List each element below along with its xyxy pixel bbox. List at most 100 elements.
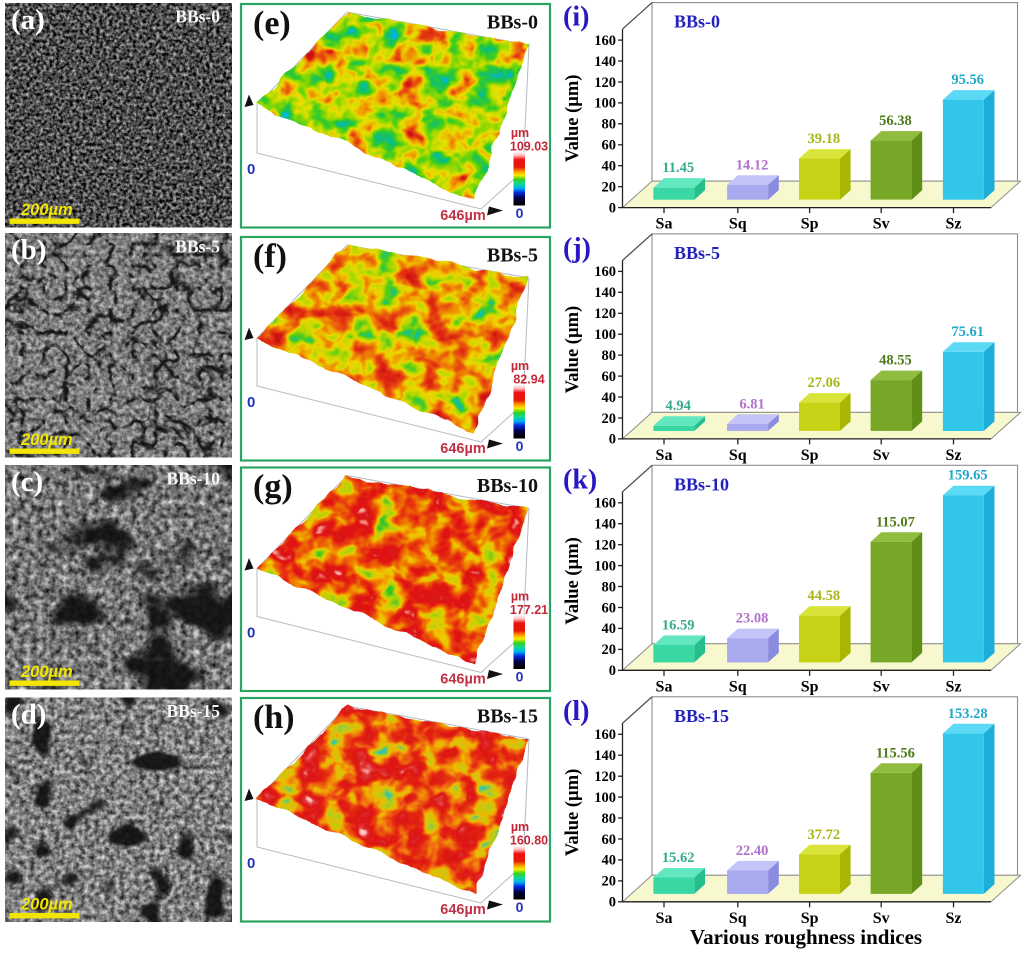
svg-text:0: 0: [247, 394, 255, 411]
svg-text:160: 160: [594, 727, 616, 743]
svg-text:16.59: 16.59: [662, 617, 695, 633]
svg-text:160: 160: [594, 496, 616, 512]
svg-text:BBs-10: BBs-10: [477, 475, 538, 497]
svg-text:40: 40: [602, 390, 617, 406]
svg-text:Sp: Sp: [801, 447, 819, 464]
svg-text:140: 140: [594, 285, 616, 301]
svg-text:Sa: Sa: [656, 678, 673, 695]
svg-text:BBs-10: BBs-10: [674, 474, 729, 494]
svg-text:Sq: Sq: [729, 216, 747, 233]
svg-text:115.56: 115.56: [876, 745, 915, 761]
svg-text:37.72: 37.72: [807, 827, 840, 843]
svg-text:646µm: 646µm: [440, 672, 485, 688]
svg-text:Sp: Sp: [801, 216, 819, 233]
svg-text:20: 20: [602, 642, 617, 658]
svg-text:Sv: Sv: [873, 447, 890, 464]
svg-text:(g): (g): [253, 469, 293, 506]
svg-text:Sz: Sz: [946, 678, 962, 695]
svg-text:109.03: 109.03: [510, 140, 548, 154]
svg-text:56.38: 56.38: [879, 113, 912, 129]
svg-text:0: 0: [609, 663, 616, 679]
svg-text:80: 80: [602, 811, 617, 827]
svg-text:Value (µm): Value (µm): [563, 769, 583, 857]
svg-text:BBs-15: BBs-15: [477, 706, 538, 728]
svg-text:95.56: 95.56: [951, 72, 984, 88]
svg-text:80: 80: [602, 579, 617, 595]
svg-text:160: 160: [594, 264, 616, 280]
svg-text:(l): (l): [563, 696, 589, 727]
svg-text:µm: µm: [511, 820, 529, 834]
svg-text:200µm: 200µm: [20, 663, 73, 681]
svg-text:Sz: Sz: [946, 910, 962, 927]
svg-text:0: 0: [247, 161, 255, 178]
svg-text:40: 40: [602, 621, 617, 637]
svg-text:(d): (d): [11, 699, 46, 731]
svg-text:160.80: 160.80: [510, 834, 548, 848]
svg-text:0: 0: [247, 855, 255, 872]
svg-text:BBs-5: BBs-5: [175, 237, 220, 257]
svg-text:120: 120: [594, 75, 616, 91]
svg-text:BBs-15: BBs-15: [167, 701, 221, 721]
svg-text:Sp: Sp: [801, 910, 819, 927]
svg-text:BBs-10: BBs-10: [167, 469, 221, 489]
svg-text:27.06: 27.06: [807, 375, 840, 391]
svg-text:(j): (j): [563, 233, 591, 264]
svg-text:BBs-0: BBs-0: [674, 12, 720, 32]
svg-text:177.21: 177.21: [510, 603, 548, 617]
svg-text:200µm: 200µm: [20, 896, 73, 914]
svg-text:646µm: 646µm: [440, 208, 485, 224]
svg-text:115.07: 115.07: [876, 514, 915, 530]
svg-text:Sv: Sv: [873, 216, 890, 233]
svg-text:BBs-5: BBs-5: [487, 245, 538, 267]
svg-text:120: 120: [594, 769, 616, 785]
svg-text:39.18: 39.18: [807, 131, 840, 147]
svg-text:14.12: 14.12: [736, 157, 769, 173]
svg-text:44.58: 44.58: [807, 588, 840, 604]
svg-text:20: 20: [602, 180, 617, 196]
svg-text:µm: µm: [511, 359, 529, 373]
svg-text:60: 60: [602, 600, 617, 616]
svg-text:82.94: 82.94: [513, 373, 544, 387]
svg-text:100: 100: [594, 96, 616, 112]
svg-text:646µm: 646µm: [440, 441, 485, 457]
svg-text:100: 100: [594, 327, 616, 343]
svg-text:60: 60: [602, 369, 617, 385]
svg-text:(k): (k): [563, 464, 597, 495]
svg-text:75.61: 75.61: [951, 324, 984, 340]
svg-text:µm: µm: [511, 126, 529, 140]
svg-text:Sa: Sa: [656, 447, 673, 464]
svg-text:159.65: 159.65: [948, 468, 988, 484]
svg-text:Value (µm): Value (µm): [563, 537, 583, 625]
svg-text:6.81: 6.81: [739, 396, 764, 412]
svg-text:60: 60: [602, 138, 617, 154]
svg-text:0: 0: [516, 899, 524, 915]
svg-text:20: 20: [602, 874, 617, 890]
svg-text:0: 0: [247, 625, 255, 642]
svg-text:20: 20: [602, 411, 617, 427]
svg-text:200µm: 200µm: [20, 201, 73, 219]
svg-text:646µm: 646µm: [440, 902, 485, 918]
svg-text:0: 0: [516, 438, 524, 454]
svg-text:BBs-0: BBs-0: [175, 7, 220, 27]
svg-text:(c): (c): [11, 466, 43, 498]
svg-text:Value (µm): Value (µm): [563, 75, 583, 163]
svg-text:(a): (a): [11, 4, 45, 36]
svg-text:100: 100: [594, 790, 616, 806]
svg-text:40: 40: [602, 159, 617, 175]
svg-text:160: 160: [594, 33, 616, 49]
svg-text:23.08: 23.08: [736, 611, 769, 627]
svg-text:(i): (i): [563, 2, 589, 33]
svg-text:48.55: 48.55: [879, 353, 912, 369]
svg-text:BBs-0: BBs-0: [487, 12, 538, 34]
svg-text:140: 140: [594, 748, 616, 764]
svg-text:0: 0: [516, 205, 524, 221]
svg-text:140: 140: [594, 517, 616, 533]
svg-text:Sq: Sq: [729, 678, 747, 695]
svg-text:100: 100: [594, 558, 616, 574]
svg-text:(f): (f): [253, 238, 287, 275]
svg-text:4.94: 4.94: [666, 398, 691, 414]
svg-text:(e): (e): [253, 5, 291, 42]
svg-text:Sv: Sv: [873, 910, 890, 927]
svg-text:15.62: 15.62: [662, 850, 695, 866]
svg-text:BBs-5: BBs-5: [674, 243, 720, 263]
